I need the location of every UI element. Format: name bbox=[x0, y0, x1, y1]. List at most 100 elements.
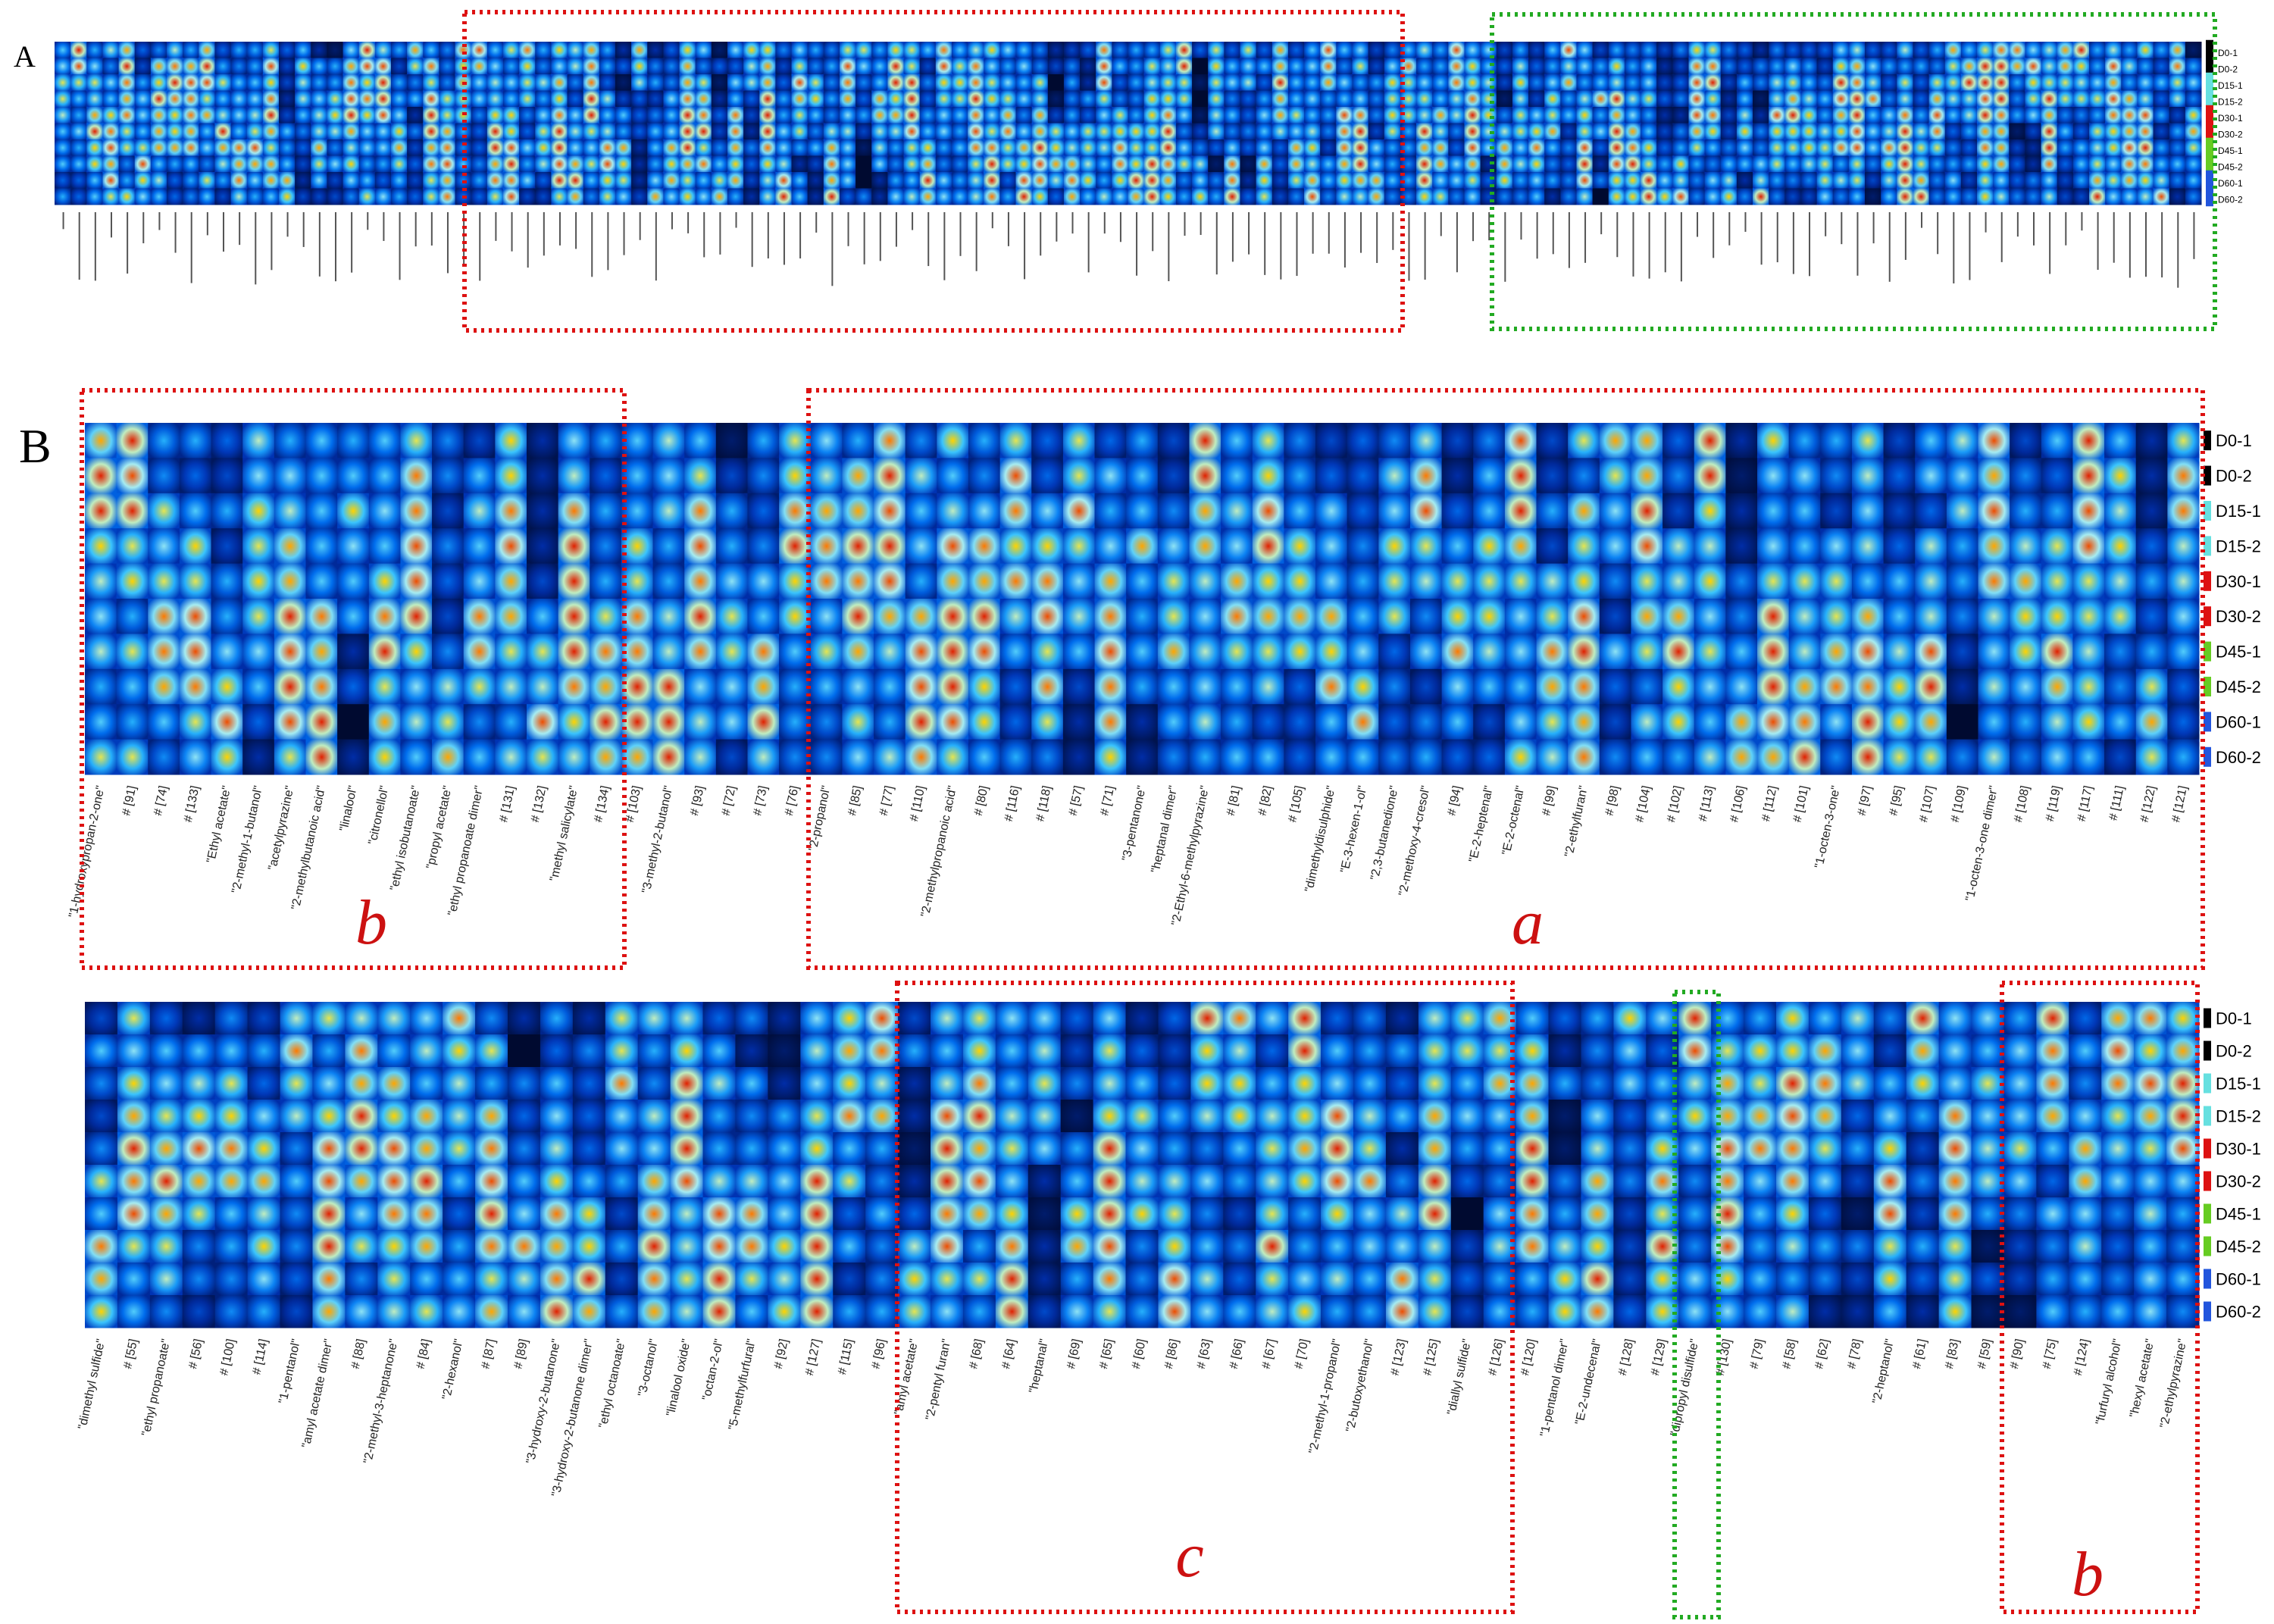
heatmap-cell bbox=[377, 1100, 411, 1133]
heatmap-cell bbox=[102, 107, 120, 124]
heatmap-cell bbox=[1409, 704, 1443, 740]
heatmap-cell bbox=[759, 155, 776, 173]
heatmap-cell bbox=[390, 42, 408, 58]
heatmap-cell bbox=[1512, 107, 1529, 124]
heatmap-cell bbox=[214, 1100, 249, 1133]
heatmap-cell bbox=[247, 1132, 281, 1166]
heatmap-cell bbox=[999, 107, 1017, 124]
heatmap-cell bbox=[605, 1034, 639, 1068]
heatmap-cell bbox=[1711, 1132, 1744, 1166]
heatmap-cell bbox=[1788, 599, 1821, 634]
heatmap-cell bbox=[150, 74, 167, 91]
sample-color-swatch bbox=[2206, 186, 2213, 207]
heatmap-cell bbox=[1944, 123, 1962, 140]
heatmap-cell bbox=[1208, 58, 1225, 75]
heatmap-cell bbox=[345, 1067, 378, 1100]
heatmap-cell bbox=[1208, 188, 1225, 205]
heatmap-cell bbox=[1031, 42, 1049, 58]
heatmap-cell bbox=[2041, 123, 2058, 140]
heatmap-cell bbox=[2072, 188, 2090, 205]
heatmap-cell bbox=[1971, 1100, 2004, 1133]
heatmap-cell bbox=[1224, 42, 1240, 58]
heatmap-cell bbox=[2072, 634, 2105, 670]
heatmap-cell bbox=[1284, 493, 1316, 529]
heatmap-cell bbox=[410, 1034, 443, 1068]
heatmap-cell bbox=[1883, 634, 1916, 670]
heatmap-cell bbox=[865, 1230, 899, 1263]
heatmap-cell bbox=[1848, 42, 1866, 58]
heatmap-cell bbox=[1304, 172, 1321, 189]
heatmap-cell bbox=[1378, 739, 1411, 775]
heatmap-cell bbox=[743, 42, 760, 58]
heatmap-cell bbox=[2072, 423, 2105, 458]
sample-label: D0-2 bbox=[2216, 467, 2252, 486]
heatmap-cell bbox=[2167, 458, 2200, 494]
heatmap-cell bbox=[1784, 123, 1801, 140]
overview-label-mark bbox=[1697, 212, 1699, 237]
heatmap-cell bbox=[1028, 1067, 1062, 1100]
heatmap-cell bbox=[839, 90, 856, 108]
heatmap-cell bbox=[463, 563, 496, 599]
heatmap-cell bbox=[475, 1295, 508, 1328]
heatmap-cell bbox=[407, 74, 424, 91]
heatmap-cell bbox=[390, 139, 408, 156]
heatmap-cell bbox=[1848, 155, 1866, 173]
heatmap-cell bbox=[327, 155, 344, 173]
heatmap-cell bbox=[1143, 123, 1161, 140]
heatmap-cell bbox=[2101, 1165, 2135, 1198]
heatmap-cell bbox=[833, 1132, 866, 1166]
heatmap-cell bbox=[599, 139, 616, 156]
heatmap-cell bbox=[1031, 599, 1064, 634]
heatmap-cell bbox=[1662, 563, 1695, 599]
heatmap-cell bbox=[702, 1132, 736, 1166]
heatmap-cell bbox=[1641, 58, 1657, 75]
heatmap-cell bbox=[463, 599, 496, 634]
sample-label: D15-1 bbox=[2216, 502, 2261, 521]
heatmap-cell bbox=[807, 155, 824, 173]
heatmap-cell bbox=[1662, 458, 1695, 494]
heatmap-cell bbox=[1321, 1295, 1354, 1328]
heatmap-cell bbox=[865, 1100, 899, 1133]
heatmap-cell bbox=[1744, 1295, 1777, 1328]
heatmap-cell bbox=[2121, 188, 2138, 205]
heatmap-cell bbox=[1252, 563, 1284, 599]
heatmap-cell bbox=[55, 58, 71, 75]
heatmap-cell bbox=[1158, 1165, 1191, 1198]
heatmap-cell bbox=[1624, 123, 1641, 140]
heatmap-cell bbox=[1928, 42, 1946, 58]
heatmap-cell bbox=[935, 58, 952, 75]
heatmap-cell bbox=[1816, 123, 1834, 140]
heatmap-cell bbox=[1688, 172, 1706, 189]
heatmap-cell bbox=[1224, 139, 1240, 156]
heatmap-cell bbox=[1800, 42, 1818, 58]
heatmap-cell bbox=[295, 42, 311, 58]
heatmap-cell bbox=[519, 90, 536, 108]
heatmap-cell bbox=[1800, 188, 1818, 205]
heatmap-cell bbox=[1576, 90, 1594, 108]
heatmap-cell bbox=[1320, 172, 1337, 189]
heatmap-cell bbox=[631, 139, 648, 156]
sample-color-swatch bbox=[2204, 746, 2211, 767]
heatmap-cell bbox=[116, 493, 149, 529]
heatmap-cell bbox=[183, 155, 199, 173]
heatmap-cell bbox=[833, 1263, 866, 1296]
heatmap-cell bbox=[695, 58, 712, 75]
heatmap-cell bbox=[1753, 107, 1769, 124]
heatmap-cell bbox=[962, 1295, 996, 1328]
heatmap-cell bbox=[148, 599, 180, 634]
heatmap-cell bbox=[1378, 634, 1411, 670]
heatmap-cell bbox=[1720, 74, 1738, 91]
sample-color-swatch bbox=[2206, 170, 2213, 190]
heatmap-cell bbox=[1504, 563, 1537, 599]
heatmap-cell bbox=[842, 599, 874, 634]
heatmap-cell bbox=[1971, 1067, 2004, 1100]
heatmap-cell bbox=[1158, 1002, 1191, 1035]
heatmap-cell bbox=[968, 188, 984, 205]
heatmap-cell bbox=[1915, 599, 1947, 634]
heatmap-cell bbox=[839, 172, 856, 189]
heatmap-cell bbox=[1093, 1034, 1127, 1068]
heatmap-cell bbox=[230, 74, 248, 91]
heatmap-cell bbox=[486, 139, 504, 156]
heatmap-cell bbox=[400, 423, 433, 458]
heatmap-cell bbox=[1736, 155, 1753, 173]
